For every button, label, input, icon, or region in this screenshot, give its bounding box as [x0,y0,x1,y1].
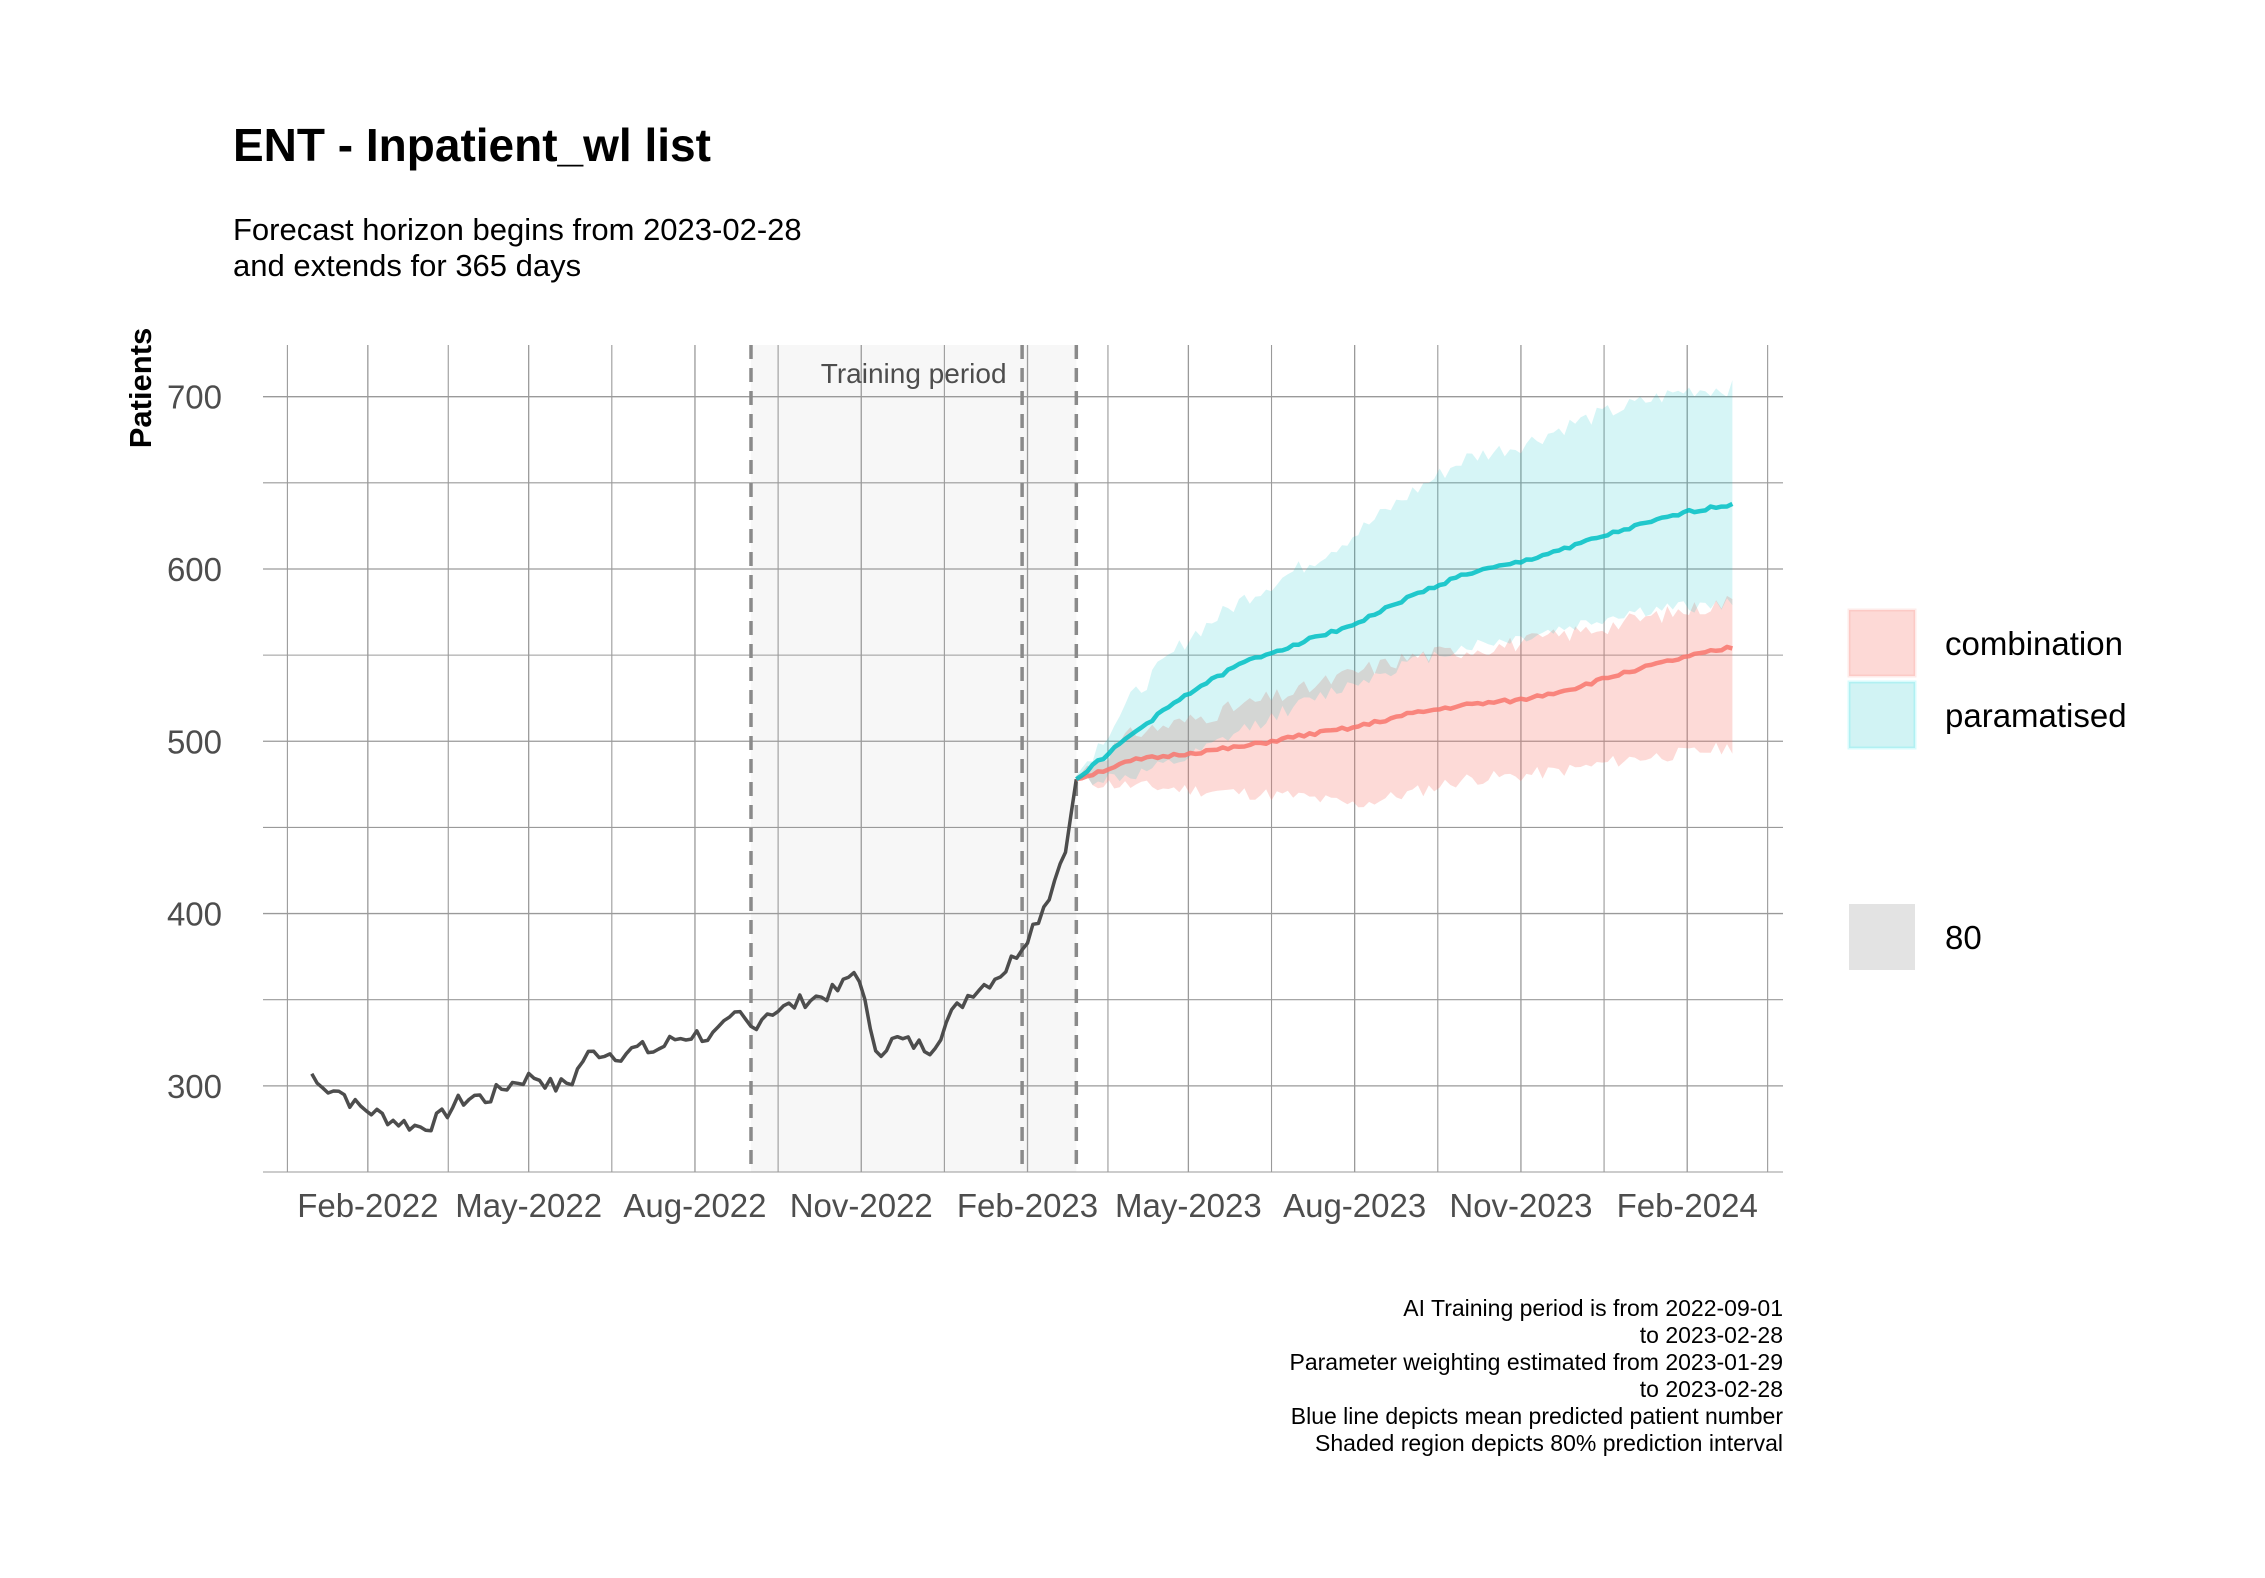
prediction-interval-paramatised [1076,380,1733,786]
prediction-interval-combination [1076,595,1733,808]
legend-key-combination [1847,608,1917,678]
x-tick-label: Aug-2023 [1283,1187,1426,1224]
caption-line-4: to 2023-02-28 [1640,1376,1783,1402]
y-tick-label: 500 [167,723,222,760]
chart-subtitle-line-2: and extends for 365 days [233,248,581,283]
x-tick-label: Feb-2022 [297,1187,438,1224]
y-axis-label: Patients [123,328,158,449]
chart-title: ENT - Inpatient_wl list [233,119,711,171]
caption-line-5: Blue line depicts mean predicted patient… [1291,1403,1784,1429]
x-tick-label: Nov-2022 [790,1187,933,1224]
mean-line-paramatised [1075,501,1734,782]
mean-line-combination [1075,644,1734,782]
y-tick-label: 600 [167,551,222,588]
x-tick-label: Aug-2022 [623,1187,766,1224]
caption-line-3: Parameter weighting estimated from 2023-… [1290,1349,1783,1375]
caption: AI Training period is from 2022-09-01 to… [1290,1295,1784,1456]
x-tick-label: May-2022 [455,1187,602,1224]
y-tick-label: 300 [167,1068,222,1105]
legend-label-paramatised: paramatised [1945,697,2127,734]
legend: combination paramatised 80 [1847,608,2127,970]
x-tick-label: May-2023 [1115,1187,1262,1224]
x-tick-label: Feb-2023 [957,1187,1098,1224]
caption-line-1: AI Training period is from 2022-09-01 [1403,1295,1783,1321]
x-tick-label: Feb-2024 [1617,1187,1758,1224]
legend-label-combination: combination [1945,625,2123,662]
training-period-label: Training period [821,358,1007,389]
legend-key-level-80 [1849,904,1915,970]
x-tick-label: Nov-2023 [1449,1187,1592,1224]
historical-line [310,778,1079,1133]
legend-label-level-80: 80 [1945,919,1982,956]
caption-line-2: to 2023-02-28 [1640,1322,1783,1348]
y-tick-label: 400 [167,896,222,933]
y-tick-label: 700 [167,379,222,416]
caption-line-6: Shaded region depicts 80% prediction int… [1315,1430,1783,1456]
chart-subtitle-line-1: Forecast horizon begins from 2023-02-28 [233,212,802,247]
legend-key-paramatised [1847,680,1917,750]
